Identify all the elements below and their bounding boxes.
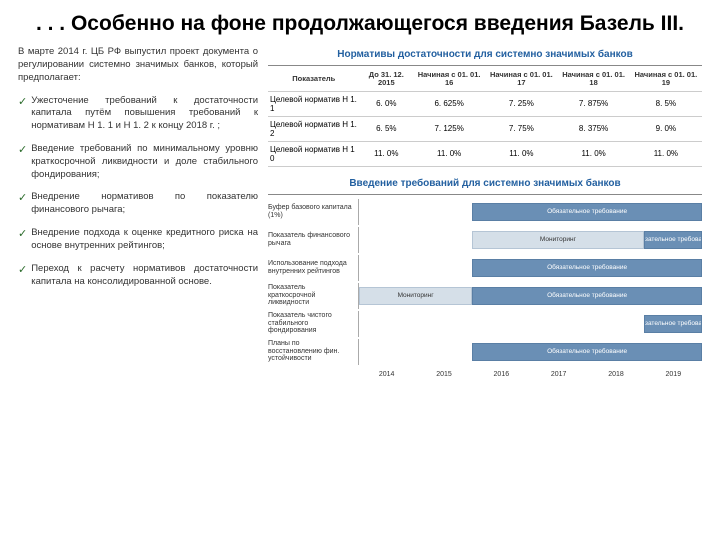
table-cell: 11. 0% [557,141,629,166]
table-cell: 7. 875% [557,91,629,116]
left-column: В марте 2014 г. ЦБ РФ выпустил проект до… [18,46,258,429]
table-cell: Целевой норматив Н 1. 2 [268,116,360,141]
bullet-text: Введение требований по минимальному уров… [31,143,258,181]
table-title: Нормативы достаточности для системно зна… [268,46,702,66]
bullet-text: Переход к расчету нормативов достаточнос… [31,263,258,289]
table-cell: 7. 25% [485,91,557,116]
gantt-row: Показатель краткосрочной ликвидностиМони… [268,283,702,309]
gantt-title: Введение требований для системно значимы… [268,175,702,195]
bullet-item: ✓Внедрение нормативов по показателю фина… [18,191,258,217]
table-cell: Целевой норматив Н 1. 1 [268,91,360,116]
gantt-row: Показатель финансового рычагаМониторингО… [268,227,702,253]
axis-year: 2014 [358,371,415,378]
intro-text: В марте 2014 г. ЦБ РФ выпустил проект до… [18,46,258,84]
table-cell: Целевой норматив Н 1 0 [268,141,360,166]
gantt-chart: Буфер базового капитала (1%) Обязательное… [268,199,702,429]
gantt-bars: Обязательное требование [358,255,702,281]
table-cell: 8. 375% [557,116,629,141]
table-header: Показатель [268,68,360,91]
table-header: Начиная с 01. 01. 17 [485,68,557,91]
gantt-bar: Обязательное требование [644,231,702,249]
table-row: Целевой норматив Н 1 011. 0%11. 0%11. 0%… [268,141,702,166]
gantt-bars: МониторингОбязательное требование [358,227,702,253]
table-cell: 11. 0% [413,141,485,166]
page-title: . . . Особенно на фоне продолжающегося в… [18,12,702,36]
gantt-bars: Обязательное требование [358,199,702,225]
gantt-bar: Обязательное требование [644,315,702,333]
axis-year: 2016 [473,371,530,378]
table-cell: 7. 75% [485,116,557,141]
table-row: Целевой норматив Н 1. 26. 5%7. 125%7. 75… [268,116,702,141]
table-cell: 7. 125% [413,116,485,141]
gantt-row: Использование подхода внутренних рейтинг… [268,255,702,281]
gantt-axis: 201420152016201720182019 [358,367,702,378]
gantt-label: Буфер базового капитала (1%) [268,199,358,225]
gantt-bar: Обязательное требование [472,259,702,277]
table-cell: 11. 0% [485,141,557,166]
table-cell: 8. 5% [630,91,702,116]
table-header: Начиная с 01. 01. 19 [630,68,702,91]
table-header: Начиная с 01. 01. 16 [413,68,485,91]
axis-year: 2017 [530,371,587,378]
check-icon: ✓ [18,263,27,289]
bullet-item: ✓Введение требований по минимальному уро… [18,143,258,181]
axis-year: 2015 [415,371,472,378]
gantt-label: Планы по восстановлению фин. устойчивост… [268,339,358,365]
gantt-bar: Обязательное требование [472,287,702,305]
check-icon: ✓ [18,95,27,133]
check-icon: ✓ [18,227,27,253]
table-cell: 9. 0% [630,116,702,141]
gantt-bars: Обязательное требование [358,311,702,337]
norms-table: ПоказательДо 31. 12. 2015Начиная с 01. 0… [268,68,702,167]
right-column: Нормативы достаточности для системно зна… [268,46,702,429]
table-cell: 6. 625% [413,91,485,116]
gantt-row: Показатель чистого стабильного фондирова… [268,311,702,337]
gantt-bars: МониторингОбязательное требование [358,283,702,309]
gantt-label: Показатель чистого стабильного фондирова… [268,311,358,337]
table-header: Начиная с 01. 01. 18 [557,68,629,91]
table-cell: 6. 5% [360,116,413,141]
gantt-bars: Обязательное требование [358,339,702,365]
gantt-row: Буфер базового капитала (1%) Обязательное… [268,199,702,225]
gantt-label: Показатель финансового рычага [268,227,358,253]
table-header: До 31. 12. 2015 [360,68,413,91]
bullet-item: ✓Ужесточение требований к достаточности … [18,95,258,133]
bullet-text: Ужесточение требований к достаточности к… [31,95,258,133]
gantt-label: Использование подхода внутренних рейтинг… [268,255,358,281]
axis-year: 2018 [587,371,644,378]
table-cell: 11. 0% [360,141,413,166]
bullet-text: Внедрение подхода к оценке кредитного ри… [31,227,258,253]
main-content: В марте 2014 г. ЦБ РФ выпустил проект до… [18,46,702,429]
gantt-bar: Обязательное требование [472,203,702,221]
table-cell: 11. 0% [630,141,702,166]
gantt-bar: Мониторинг [359,287,472,305]
gantt-row: Планы по восстановлению фин. устойчивост… [268,339,702,365]
axis-year: 2019 [645,371,702,378]
bullet-text: Внедрение нормативов по показателю финан… [31,191,258,217]
table-row: Целевой норматив Н 1. 16. 0%6. 625%7. 25… [268,91,702,116]
bullet-item: ✓Внедрение подхода к оценке кредитного р… [18,227,258,253]
bullet-item: ✓Переход к расчету нормативов достаточно… [18,263,258,289]
gantt-bar: Мониторинг [472,231,644,249]
gantt-bar: Обязательное требование [472,343,702,361]
check-icon: ✓ [18,191,27,217]
table-cell: 6. 0% [360,91,413,116]
check-icon: ✓ [18,143,27,181]
gantt-label: Показатель краткосрочной ликвидности [268,283,358,309]
